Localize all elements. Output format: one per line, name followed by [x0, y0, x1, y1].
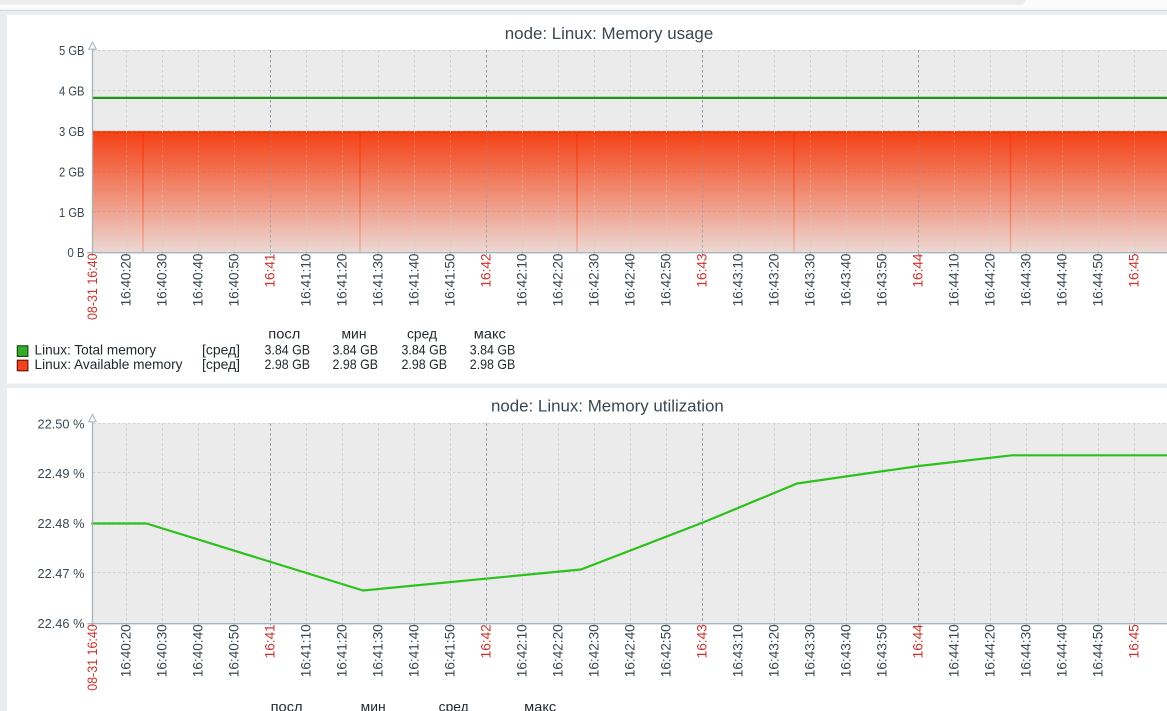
- svg-text:16:44:20: 16:44:20: [983, 253, 998, 306]
- svg-text:16:41:20: 16:41:20: [335, 624, 350, 677]
- svg-text:16:40:20: 16:40:20: [119, 253, 134, 306]
- svg-text:22.49 %: 22.49 %: [38, 467, 85, 481]
- svg-text:16:42:10: 16:42:10: [515, 624, 530, 677]
- svg-text:16:45: 16:45: [1127, 254, 1142, 288]
- svg-text:сред: сред: [439, 700, 469, 711]
- svg-text:16:41: 16:41: [263, 254, 278, 288]
- svg-text:16:43:20: 16:43:20: [767, 624, 782, 677]
- svg-text:16:42: 16:42: [479, 254, 494, 288]
- svg-text:16:43:50: 16:43:50: [875, 624, 890, 677]
- svg-text:16:43:50: 16:43:50: [875, 253, 890, 306]
- svg-text:3.84 GB: 3.84 GB: [470, 343, 516, 358]
- svg-text:16:41:10: 16:41:10: [299, 624, 314, 677]
- svg-text:Linux: Total memory: Linux: Total memory: [35, 343, 157, 358]
- svg-text:посл: посл: [268, 327, 300, 342]
- svg-text:16:42:50: 16:42:50: [659, 624, 674, 677]
- svg-text:16:41:40: 16:41:40: [407, 624, 422, 677]
- svg-text:08-31 16:40: 08-31 16:40: [85, 253, 100, 320]
- svg-text:16:43:10: 16:43:10: [731, 624, 746, 677]
- svg-text:3.84 GB: 3.84 GB: [402, 343, 448, 358]
- svg-text:3.84 GB: 3.84 GB: [265, 343, 311, 358]
- svg-text:node: Linux: Memory utilizatio: node: Linux: Memory utilization: [491, 397, 724, 416]
- svg-text:16:41:10: 16:41:10: [299, 253, 314, 306]
- svg-text:node: Linux: Memory usage: node: Linux: Memory usage: [505, 24, 713, 43]
- svg-text:16:42:30: 16:42:30: [587, 624, 602, 677]
- svg-text:2.98 GB: 2.98 GB: [333, 357, 379, 372]
- svg-text:16:42:20: 16:42:20: [551, 624, 566, 677]
- svg-text:16:43:10: 16:43:10: [731, 253, 746, 306]
- svg-text:16:41:50: 16:41:50: [443, 624, 458, 677]
- svg-text:16:42:40: 16:42:40: [623, 253, 638, 306]
- svg-text:сред: сред: [407, 327, 437, 342]
- svg-text:22.46 %: 22.46 %: [38, 617, 85, 631]
- svg-text:мин: мин: [342, 327, 367, 342]
- svg-text:22.47 %: 22.47 %: [38, 567, 85, 581]
- svg-text:16:43:40: 16:43:40: [839, 624, 854, 677]
- svg-text:2.98 GB: 2.98 GB: [402, 357, 448, 372]
- svg-text:2 GB: 2 GB: [59, 165, 85, 179]
- svg-text:16:44:10: 16:44:10: [947, 624, 962, 677]
- svg-text:16:42: 16:42: [479, 624, 494, 658]
- svg-text:16:40:50: 16:40:50: [227, 624, 242, 677]
- svg-text:16:43: 16:43: [695, 624, 710, 658]
- svg-text:16:44:20: 16:44:20: [983, 624, 998, 677]
- svg-text:16:44:40: 16:44:40: [1055, 253, 1070, 306]
- svg-text:16:44:30: 16:44:30: [1019, 253, 1034, 306]
- svg-text:4 GB: 4 GB: [59, 85, 85, 99]
- svg-text:16:42:40: 16:42:40: [623, 624, 638, 677]
- svg-text:08-31 16:40: 08-31 16:40: [85, 624, 100, 691]
- svg-text:16:41:20: 16:41:20: [335, 253, 350, 306]
- svg-text:5 GB: 5 GB: [59, 44, 85, 58]
- svg-text:16:44:50: 16:44:50: [1091, 624, 1106, 677]
- svg-text:16:42:10: 16:42:10: [515, 253, 530, 306]
- svg-text:16:42:50: 16:42:50: [659, 253, 674, 306]
- svg-text:0 B: 0 B: [68, 246, 85, 260]
- svg-text:16:44: 16:44: [911, 624, 926, 658]
- svg-text:3 GB: 3 GB: [59, 125, 85, 139]
- svg-text:16:40:40: 16:40:40: [191, 624, 206, 677]
- svg-text:[сред]: [сред]: [202, 343, 240, 358]
- svg-text:16:40:20: 16:40:20: [119, 624, 134, 677]
- svg-text:16:44:30: 16:44:30: [1019, 624, 1034, 677]
- svg-text:16:44:40: 16:44:40: [1055, 624, 1070, 677]
- svg-text:16:41:40: 16:41:40: [407, 253, 422, 306]
- svg-text:16:44:10: 16:44:10: [947, 253, 962, 306]
- svg-text:Linux: Available memory: Linux: Available memory: [35, 357, 183, 372]
- svg-text:16:43: 16:43: [695, 254, 710, 288]
- svg-text:16:40:30: 16:40:30: [155, 253, 170, 306]
- svg-text:3.84 GB: 3.84 GB: [333, 343, 379, 358]
- svg-text:1 GB: 1 GB: [59, 206, 85, 220]
- svg-text:2.98 GB: 2.98 GB: [265, 357, 311, 372]
- svg-text:16:41:30: 16:41:30: [371, 253, 386, 306]
- svg-text:посл: посл: [271, 700, 303, 711]
- svg-text:[сред]: [сред]: [202, 357, 240, 372]
- svg-text:22.48 %: 22.48 %: [38, 517, 85, 531]
- svg-text:16:45: 16:45: [1127, 624, 1142, 658]
- svg-text:16:40:40: 16:40:40: [191, 253, 206, 306]
- svg-text:макс: макс: [524, 700, 556, 711]
- svg-text:16:44: 16:44: [911, 253, 926, 287]
- svg-text:16:42:20: 16:42:20: [551, 253, 566, 306]
- svg-text:мин: мин: [361, 700, 386, 711]
- svg-text:22.50 %: 22.50 %: [38, 418, 85, 432]
- svg-text:16:40:50: 16:40:50: [227, 253, 242, 306]
- svg-text:16:42:30: 16:42:30: [587, 253, 602, 306]
- svg-text:16:41:50: 16:41:50: [443, 253, 458, 306]
- svg-text:16:43:40: 16:43:40: [839, 253, 854, 306]
- svg-text:16:43:20: 16:43:20: [767, 253, 782, 306]
- svg-text:16:41:30: 16:41:30: [371, 624, 386, 677]
- svg-text:16:41: 16:41: [263, 624, 278, 658]
- svg-text:16:40:30: 16:40:30: [155, 624, 170, 677]
- svg-text:2.98 GB: 2.98 GB: [470, 357, 516, 372]
- svg-text:16:43:30: 16:43:30: [803, 624, 818, 677]
- svg-text:макс: макс: [474, 327, 506, 342]
- svg-text:16:43:30: 16:43:30: [803, 253, 818, 306]
- svg-text:16:44:50: 16:44:50: [1091, 253, 1106, 306]
